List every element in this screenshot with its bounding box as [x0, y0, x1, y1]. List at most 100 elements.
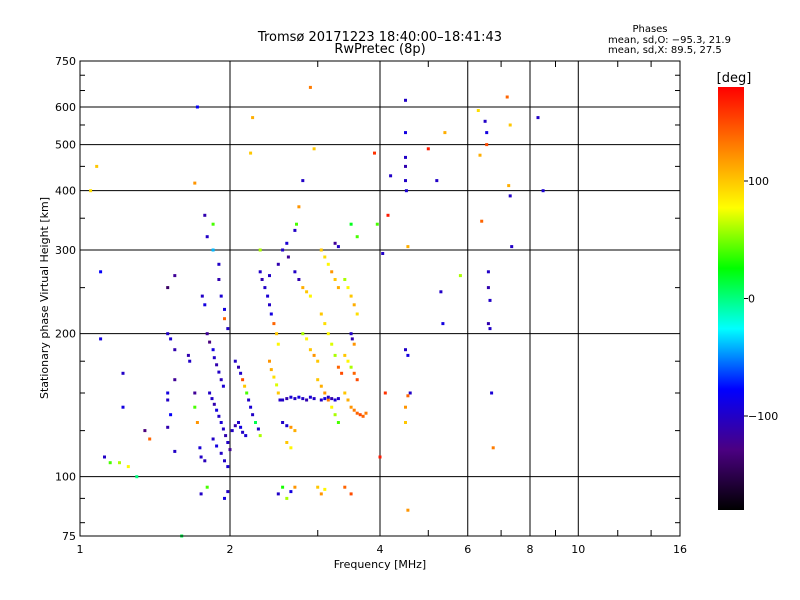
data-point-181 — [336, 245, 340, 249]
data-point-11 — [143, 429, 147, 433]
data-point-164 — [316, 378, 320, 382]
data-point-220 — [406, 245, 410, 249]
data-point-72 — [241, 430, 245, 434]
data-point-197 — [349, 405, 353, 409]
data-point-204 — [355, 235, 359, 239]
data-point-118 — [312, 397, 316, 401]
data-point-184 — [349, 294, 353, 298]
data-point-214 — [404, 98, 407, 102]
data-point-28 — [193, 405, 197, 409]
data-point-150 — [308, 85, 312, 89]
data-point-65 — [219, 451, 223, 455]
data-point-142 — [308, 348, 312, 352]
data-point-114 — [297, 395, 301, 399]
data-point-41 — [219, 294, 223, 298]
data-point-50 — [217, 370, 221, 374]
data-point-180 — [333, 241, 337, 245]
data-point-206 — [349, 492, 353, 496]
x-tick-label-3: 6 — [464, 543, 471, 556]
data-point-66 — [223, 459, 226, 463]
data-point-213 — [389, 174, 393, 178]
data-point-249 — [507, 184, 511, 188]
data-point-62 — [228, 448, 232, 452]
colorbar — [718, 87, 744, 510]
stats-line-o: mean, sd,O: −95.3, 21.9 — [608, 35, 731, 46]
data-point-145 — [293, 228, 297, 232]
data-point-149 — [312, 147, 316, 151]
data-point-198 — [352, 408, 356, 412]
data-point-5 — [108, 461, 112, 465]
data-point-13 — [166, 332, 170, 336]
data-point-76 — [199, 492, 203, 496]
data-point-246 — [485, 143, 489, 147]
data-point-176 — [336, 397, 340, 401]
data-point-86 — [247, 398, 251, 402]
data-point-44 — [226, 327, 230, 331]
data-point-210 — [381, 252, 385, 255]
data-point-153 — [326, 262, 330, 266]
colorbar-label: [deg] — [717, 71, 752, 86]
data-point-20 — [166, 425, 170, 429]
data-point-240 — [486, 286, 490, 290]
data-point-231 — [441, 322, 445, 326]
data-point-106 — [272, 375, 276, 379]
data-point-63 — [211, 437, 215, 441]
data-point-235 — [478, 153, 482, 157]
data-point-160 — [330, 342, 334, 346]
data-point-97 — [263, 286, 267, 290]
data-point-158 — [323, 322, 327, 326]
axis-ticks — [80, 61, 680, 536]
data-point-135 — [293, 270, 297, 274]
data-point-47 — [211, 348, 215, 352]
data-point-69 — [233, 424, 237, 428]
data-point-77 — [205, 485, 209, 489]
data-point-107 — [275, 383, 279, 387]
data-point-129 — [293, 485, 297, 489]
data-point-101 — [272, 322, 276, 326]
data-point-152 — [323, 255, 327, 259]
data-point-85 — [245, 391, 249, 395]
data-point-241 — [488, 298, 492, 302]
data-point-99 — [268, 303, 271, 307]
data-point-201 — [361, 414, 365, 418]
data-point-247 — [505, 95, 509, 99]
x-tick-labels: 1 2 4 6 8 10 16 — [77, 543, 688, 556]
data-point-179 — [323, 487, 327, 491]
data-point-80 — [233, 359, 237, 363]
data-point-67 — [226, 465, 230, 469]
data-point-185 — [352, 303, 356, 307]
data-point-56 — [215, 408, 219, 412]
data-point-200 — [358, 413, 362, 417]
data-point-162 — [336, 365, 340, 369]
data-point-188 — [350, 337, 354, 341]
y-tick-label-0: 750 — [55, 55, 76, 68]
data-point-174 — [330, 397, 334, 401]
data-point-14 — [169, 337, 173, 341]
data-point-95 — [258, 270, 262, 274]
data-point-218 — [404, 179, 407, 183]
data-point-209 — [378, 455, 382, 459]
data-point-49 — [215, 363, 219, 367]
data-point-178 — [319, 492, 323, 496]
data-point-4 — [103, 455, 106, 459]
data-point-16 — [173, 378, 177, 382]
data-point-151 — [319, 248, 323, 252]
data-point-109 — [278, 398, 282, 402]
data-point-196 — [346, 398, 350, 402]
data-point-10 — [121, 405, 125, 409]
data-point-243 — [488, 327, 492, 331]
data-point-8 — [135, 475, 139, 479]
data-point-170 — [336, 421, 340, 424]
data-point-126 — [281, 485, 285, 489]
data-point-222 — [406, 353, 410, 357]
data-point-91 — [258, 434, 262, 438]
colorbar-ticks: 100 0 −100 — [744, 175, 778, 423]
data-point-26 — [188, 359, 192, 363]
data-point-33 — [200, 294, 204, 298]
y-tick-label-5: 200 — [55, 328, 76, 341]
data-point-127 — [285, 496, 289, 500]
x-tick-label-4: 8 — [527, 543, 534, 556]
y-tick-labels: 750 600 500 400 300 200 100 75 — [55, 55, 76, 543]
y-tick-label-3: 400 — [55, 185, 76, 198]
